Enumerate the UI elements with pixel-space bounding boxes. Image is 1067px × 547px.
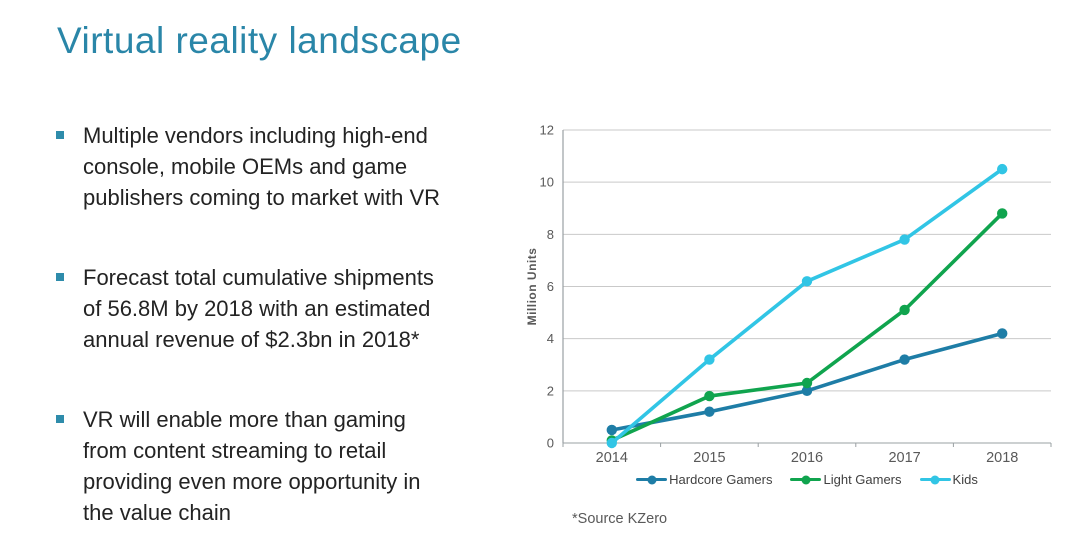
- x-tick-label: 2017: [888, 450, 920, 466]
- legend-line-marker-icon: [919, 474, 951, 486]
- y-axis-title: Million Units: [525, 248, 539, 326]
- bullet-line: of 56.8M by 2018 with an estimated: [83, 296, 431, 321]
- x-tick-label: 2015: [693, 450, 725, 466]
- y-tick-label: 6: [547, 279, 554, 294]
- y-tick-label: 10: [540, 175, 554, 190]
- x-tick-label: 2016: [791, 450, 823, 466]
- chart-point-kids-2014: [606, 437, 617, 449]
- chart-point-hardcore-gamers-2017: [899, 354, 910, 365]
- bullet-line: the value chain: [83, 500, 231, 525]
- x-tick-label: 2018: [986, 450, 1018, 466]
- chart-legend: Hardcore Gamers Light Gamers Kids: [563, 472, 1051, 487]
- chart-point-light-gamers-2017: [899, 304, 910, 316]
- chart-point-hardcore-gamers-2016: [801, 385, 813, 397]
- bullet-line: annual revenue of $2.3bn in 2018*: [83, 327, 420, 352]
- y-tick-label: 12: [540, 123, 554, 138]
- chart-point-hardcore-gamers-2018: [997, 328, 1008, 339]
- vr-chart-svg: 0 2 4 6 8 10 12 2014 2015 2016 2017 2018 Million Uni…: [525, 123, 1052, 466]
- chart-line-light-gamers: [610, 211, 1005, 443]
- bullet-item-forecast: Forecast total cumulative shipments of 5…: [56, 262, 511, 355]
- bullet-item-vendors: Multiple vendors including high-end cons…: [56, 120, 511, 213]
- bullet-line: publishers coming to market with VR: [83, 185, 441, 210]
- chart-point-kids-2017: [899, 234, 910, 245]
- bullet-square-icon: [56, 273, 64, 281]
- chart-point-kids-2016: [801, 276, 813, 287]
- legend-dot-icon: [801, 475, 811, 484]
- chart-point-light-gamers-2018: [997, 208, 1008, 219]
- page-title: Virtual reality landscape: [57, 20, 462, 61]
- source-note: *Source KZero: [572, 511, 668, 527]
- legend-dot-icon: [647, 475, 657, 484]
- legend-item-kids: Kids: [919, 472, 978, 487]
- chart-point-light-gamers-2015: [704, 390, 715, 402]
- legend-line-marker-icon: [790, 474, 822, 486]
- bullet-line: from content streaming to retail: [83, 438, 387, 463]
- x-tick-label: 2014: [596, 450, 628, 466]
- chart-point-light-gamers-2016: [801, 377, 813, 389]
- legend-label: Light Gamers: [823, 472, 902, 487]
- legend-item-light-gamers: Light Gamers: [790, 472, 902, 487]
- bullet-line: Forecast total cumulative shipments: [83, 265, 434, 290]
- bullet-square-icon: [56, 131, 64, 139]
- chart-point-kids-2015: [704, 354, 715, 365]
- legend-dot-icon: [930, 475, 940, 484]
- bullet-line: providing even more opportunity in: [83, 469, 421, 494]
- bullet-line: Multiple vendors including high-end: [83, 123, 428, 148]
- vr-shipments-chart: 0 2 4 6 8 10 12 2014 2015 2016 2017 2018 Million Uni…: [525, 100, 1067, 520]
- chart-line-kids: [610, 167, 1005, 445]
- chart-point-hardcore-gamers-2014: [606, 424, 617, 436]
- chart-point-kids-2018: [997, 163, 1008, 175]
- bullet-item-beyond-gaming: VR will enable more than gaming from con…: [56, 404, 511, 528]
- chart-point-hardcore-gamers-2015: [704, 406, 715, 417]
- y-tick-label: 2: [547, 383, 554, 398]
- y-tick-label: 0: [547, 436, 554, 451]
- bullet-square-icon: [56, 415, 64, 423]
- bullet-list: Multiple vendors including high-end cons…: [56, 120, 511, 547]
- bullet-line: VR will enable more than gaming: [83, 407, 406, 432]
- bullet-text: Forecast total cumulative shipments of 5…: [83, 262, 511, 355]
- y-tick-label: 4: [547, 331, 554, 346]
- y-tick-label: 8: [547, 227, 554, 242]
- legend-item-hardcore-gamers: Hardcore Gamers: [636, 472, 772, 487]
- legend-label: Hardcore Gamers: [669, 472, 773, 487]
- legend-label: Kids: [952, 472, 978, 487]
- bullet-line: console, mobile OEMs and game: [83, 154, 408, 179]
- bullet-text: VR will enable more than gaming from con…: [83, 404, 511, 528]
- legend-line-marker-icon: [636, 474, 668, 486]
- bullet-text: Multiple vendors including high-end cons…: [83, 120, 511, 213]
